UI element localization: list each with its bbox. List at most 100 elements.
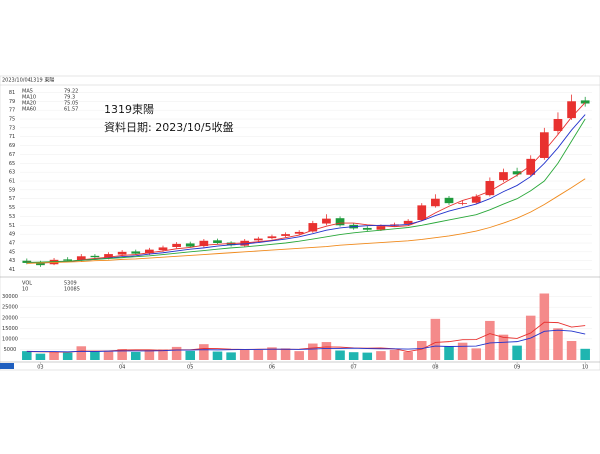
volume-bar <box>267 347 277 360</box>
volume-bar <box>580 348 590 360</box>
candle-body <box>458 203 467 204</box>
x-tick-label: 08 <box>432 365 438 371</box>
y-tick-label: 47 <box>9 241 15 247</box>
candle-body <box>403 220 413 224</box>
volume-bar <box>471 348 482 360</box>
volume-bar <box>144 350 155 360</box>
candle-body <box>131 251 141 254</box>
candle-body <box>499 172 508 181</box>
y-tick-label: 57 <box>9 196 15 202</box>
volume-bar <box>35 353 46 360</box>
annotation-date: 資料日期: 2023/10/5收盤 <box>104 120 234 134</box>
candle-body <box>335 218 345 226</box>
x-tick-label: 09 <box>514 365 520 371</box>
volume-bar <box>376 351 386 360</box>
volume-bar <box>308 343 318 360</box>
volume-bar <box>226 352 236 360</box>
candle-body <box>281 234 290 236</box>
volume-bar <box>49 351 59 360</box>
y-tick-label: 73 <box>9 125 15 131</box>
candle-body <box>485 181 495 196</box>
ma-line <box>26 102 586 264</box>
candle-body <box>213 240 222 243</box>
candle-body <box>22 260 32 263</box>
volume-bar <box>539 293 550 360</box>
legend-name: MA5 <box>22 89 33 95</box>
volume-bar <box>280 348 291 360</box>
candle-body <box>185 243 195 247</box>
candle-body <box>36 262 45 266</box>
legend-value: 10085 <box>64 287 80 293</box>
x-tick-label: 10 <box>582 365 588 371</box>
y-tick-label: 79 <box>9 99 15 105</box>
legend-name: MA60 <box>22 107 36 113</box>
vol-ma-line <box>26 321 586 353</box>
y-tick-label: 55 <box>9 205 15 211</box>
volume-bar <box>485 320 495 360</box>
volume-bar <box>362 352 373 360</box>
candle-body <box>322 218 331 224</box>
volume-bar <box>117 349 127 360</box>
volume-bar <box>130 351 141 360</box>
volume-bar <box>512 345 522 360</box>
candle-body <box>444 197 454 204</box>
candle-body <box>471 196 481 203</box>
vol-ma-line <box>26 329 586 353</box>
candle-body <box>376 226 386 230</box>
y-tick-label: 53 <box>9 214 15 220</box>
candle-body <box>417 205 427 220</box>
candle-body <box>580 100 590 104</box>
volume-bar <box>389 349 400 360</box>
volume-bar <box>253 349 264 360</box>
volume-bar <box>103 350 114 360</box>
candle-body <box>362 227 372 230</box>
y-tick-label: 51 <box>9 223 15 229</box>
ma-line <box>26 178 586 264</box>
candle-body <box>526 158 536 175</box>
v-tick-label: 5000 <box>4 347 17 353</box>
volume-bar <box>76 346 87 360</box>
candle-body <box>267 236 277 239</box>
legend-name: 10 <box>22 287 28 293</box>
volume-bar <box>158 349 168 360</box>
legend-value: 75.05 <box>64 101 78 107</box>
candle-body <box>553 119 563 131</box>
candle-body <box>76 256 86 261</box>
volume-bar <box>566 341 577 360</box>
volume-bar <box>90 351 100 360</box>
corner-tag <box>0 363 14 369</box>
v-tick-label: 10000 <box>2 336 18 342</box>
header-stock: 1319 東陽 <box>30 77 54 84</box>
volume-bar <box>430 318 441 360</box>
y-tick-label: 49 <box>9 232 15 238</box>
candle-body <box>567 101 576 119</box>
legend-name: MA20 <box>22 101 36 107</box>
candle-body <box>199 240 209 247</box>
chart-frame <box>0 75 600 371</box>
legend-name: MA10 <box>22 95 36 101</box>
candle-body <box>145 249 154 254</box>
y-tick-label: 65 <box>9 161 15 167</box>
volume-bar <box>212 351 223 360</box>
candle-body <box>253 238 263 241</box>
candle-body <box>158 247 168 251</box>
x-tick-label: 03 <box>37 365 43 371</box>
legend-name: VOL <box>22 281 32 287</box>
volume-bar <box>553 328 563 360</box>
legend-value: 61.57 <box>64 107 78 113</box>
volume-bar <box>62 352 73 360</box>
volume-bar <box>403 351 413 360</box>
header-date: 2023/10/04 <box>2 78 31 84</box>
volume-bar <box>294 351 304 360</box>
candle-body <box>512 171 522 175</box>
v-tick-label: 30000 <box>2 294 18 300</box>
candle-body <box>431 198 440 207</box>
volume-bar <box>498 334 509 360</box>
legend-value: 79.3 <box>64 95 75 101</box>
volume-bar <box>321 342 332 360</box>
v-tick-label: 20000 <box>2 315 18 321</box>
candle-body <box>63 259 73 261</box>
volume-bar <box>444 346 454 360</box>
y-tick-label: 61 <box>9 179 15 185</box>
